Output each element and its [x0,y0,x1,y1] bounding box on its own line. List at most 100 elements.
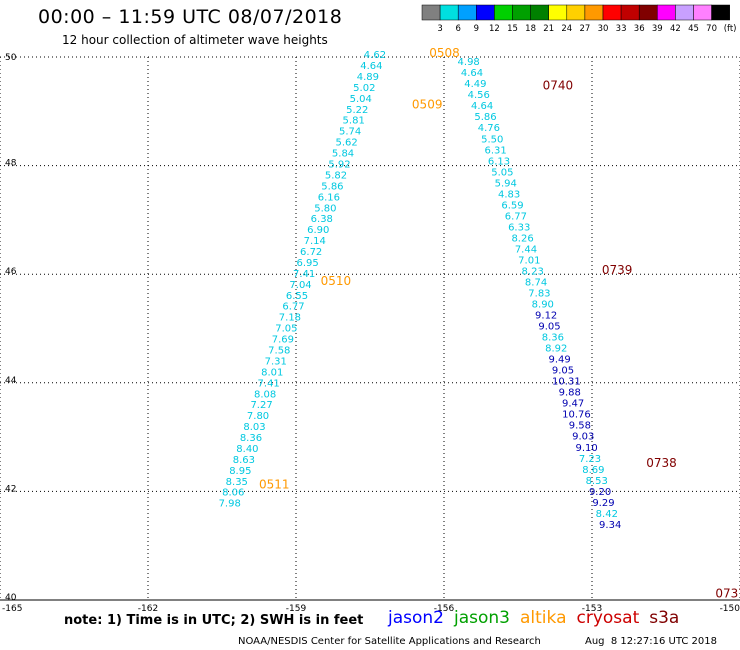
colorbar-tick-label: 30 [598,24,609,34]
wave-height-label: 5.86 [321,181,343,192]
pass-time-label: 0737 [715,586,740,600]
page-title: 00:00 – 11:59 UTC 08/07/2018 [38,6,343,28]
wave-height-label: 8.95 [229,466,251,477]
colorbar-tick-label: 42 [670,24,681,34]
wave-height-label: 7.01 [518,255,540,266]
wave-height-label: 5.80 [314,203,336,214]
pass-time-label: 0509 [412,98,443,112]
wave-height-label: 9.49 [549,355,571,366]
wave-height-label: 9.34 [599,520,621,531]
wave-height-label: 5.94 [495,178,517,189]
wave-height-label: 6.72 [300,247,322,258]
y-tick-label: 44 [5,376,17,386]
wave-height-label: 8.90 [532,300,554,311]
colorbar: 3 6 9 12 15 18 21 24 27 30 33 36 39 42 45 70 (ft) [421,4,737,34]
colorbar-swatch [711,4,730,21]
colorbar-tick-label: 45 [688,24,699,34]
colorbar-tick-label: 21 [543,24,554,34]
pass-time-label: 0508 [429,46,460,60]
wave-height-label: 8.63 [233,455,255,466]
x-tick-label: -165 [2,604,22,614]
x-tick-label: -162 [138,604,158,614]
wave-height-label: 7.98 [219,499,241,510]
x-tick-label: -150 [720,604,740,614]
colorbar-tick-label: 12 [489,24,500,34]
colorbar-tick-label: 18 [525,24,536,34]
wave-height-label: 9.05 [538,322,560,333]
wave-height-label: 7.27 [250,400,272,411]
wave-height-label: 9.03 [572,432,594,443]
wave-height-label: 5.04 [350,94,372,105]
x-tick-label: -159 [286,604,307,614]
wave-height-label: 4.64 [461,68,483,79]
wave-height-label: 7.69 [272,335,294,346]
wave-height-label: 6.77 [505,211,527,222]
wave-height-label: 5.05 [491,167,513,178]
wave-height-label: 4.64 [360,61,382,72]
wave-height-label: 9.58 [569,421,591,432]
wave-height-label: 4.83 [498,189,520,200]
wave-height-label: 5.82 [325,170,347,181]
pass-time-label: 0739 [602,263,633,277]
colorbar-tick-label: 39 [652,24,663,34]
y-tick-label: 50 [5,53,17,63]
wave-height-label: 10.76 [562,410,591,421]
colorbar-tick-label: 15 [507,24,518,34]
wave-height-label: 6.95 [297,258,319,269]
wave-height-label: 5.50 [481,134,503,145]
wave-height-label: 8.42 [596,509,618,520]
wave-height-label: 8.40 [236,444,258,455]
colorbar-tick-label: 24 [561,24,572,34]
legend-item-jason2: jason2 [388,608,444,628]
wave-height-label: 7.41 [293,269,315,280]
wave-height-label: 7.04 [289,280,311,291]
pass-time-label: 0740 [543,79,574,93]
wave-height-label: 8.23 [522,266,544,277]
legend-item-cryosat: cryosat [576,608,640,628]
wave-height-label: 6.31 [484,145,506,156]
wave-height-label: 8.69 [582,465,604,476]
footer-timestamp: Aug 8 12:27:16 UTC 2018 [585,636,717,647]
page-subtitle: 12 hour collection of altimeter wave hei… [62,33,328,47]
wave-height-label: 8.36 [542,333,564,344]
wave-height-label: 8.36 [240,433,262,444]
wave-height-label: 7.05 [275,324,297,335]
colorbar-unit: (ft) [724,24,737,34]
wave-height-label: 7.58 [268,346,290,357]
wave-height-label: 8.74 [525,277,547,288]
wave-height-label: 6.59 [501,200,523,211]
wave-height-label: 9.88 [559,388,581,399]
y-tick-label: 40 [5,593,17,603]
wave-height-label: 4.76 [478,123,500,134]
colorbar-tick-label: 33 [616,24,627,34]
wave-height-label: 4.49 [464,79,486,90]
legend-item-s3a: s3a [649,608,680,628]
footer-note: note: 1) Time is in UTC; 2) SWH is in fe… [64,613,364,628]
wave-height-label: 8.06 [222,488,244,499]
wave-height-label: 7.31 [265,356,287,367]
y-tick-label: 48 [5,159,17,169]
wave-height-label: 10.31 [552,377,581,388]
colorbar-tick-label: 36 [634,24,645,34]
wave-height-label: 5.02 [353,83,375,94]
wave-height-label: 9.29 [592,498,614,509]
colorbar-tick-label: 3 [437,24,442,34]
wave-height-label: 6.33 [508,222,530,233]
wave-height-label: 8.92 [545,344,567,355]
wave-height-label: 6.13 [488,156,510,167]
x-tick-label: -153 [582,604,602,614]
wave-height-label: 6.77 [282,302,304,313]
wave-height-label: 7.80 [247,411,269,422]
wave-height-label: 7.83 [528,289,550,300]
pass-time-label: 0738 [646,456,677,470]
wave-height-label: 8.35 [226,477,248,488]
wave-height-label: 4.89 [357,72,379,83]
wave-height-label: 6.16 [318,192,340,203]
wave-height-label: 9.20 [589,487,611,498]
wave-height-label: 5.62 [335,138,357,149]
wave-height-label: 6.90 [307,225,329,236]
wave-height-label: 7.44 [515,244,537,255]
wave-height-label: 6.55 [286,291,308,302]
